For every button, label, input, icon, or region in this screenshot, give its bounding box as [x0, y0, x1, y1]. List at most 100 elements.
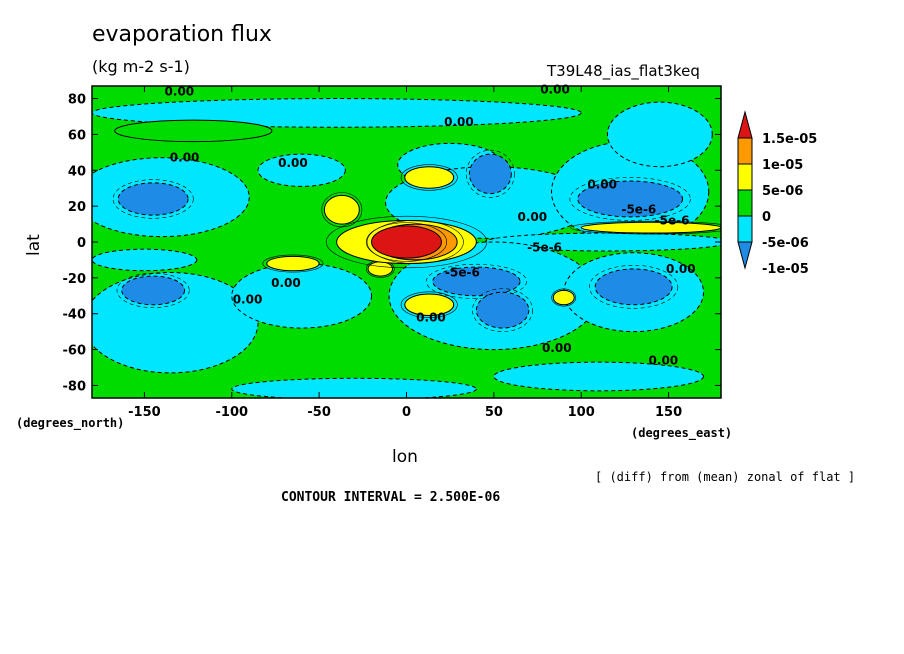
contour-line [117, 182, 189, 216]
contour-line [231, 377, 477, 398]
contour-value-label: 0.00 [416, 310, 446, 324]
contour-line [266, 255, 320, 272]
contour-value-label: 0.00 [170, 151, 200, 165]
y-tick-label: 0 [77, 236, 86, 251]
y-tick-label: -40 [63, 308, 87, 323]
colorbar-label: -5e-06 [762, 236, 809, 251]
contour-line [325, 215, 488, 269]
contour-region [404, 166, 454, 189]
contour-region [114, 120, 272, 142]
x-axis-unit-label: (degrees_east) [631, 426, 733, 440]
contour-region [121, 276, 185, 305]
contour-line [594, 268, 673, 306]
contour-value-label: 0.00 [271, 276, 301, 290]
contour-line [551, 288, 577, 307]
plot-area [92, 86, 721, 398]
contour-value-label: -5e-6 [655, 213, 690, 227]
contour-value-label: 0.00 [540, 83, 570, 97]
contour-line [425, 263, 527, 299]
contour-region [485, 233, 721, 251]
difference-note: [ (diff) from (mean) zonal of flat ] [595, 470, 856, 484]
contour-line [569, 177, 691, 221]
contour-region [469, 154, 512, 194]
contour-line [114, 119, 273, 143]
x-tick-label: 0 [402, 405, 411, 420]
y-tick-label: 60 [68, 128, 86, 143]
colorbar-label: 5e-06 [762, 184, 803, 199]
contour-region [493, 362, 704, 391]
contour-value-label: 0.00 [444, 115, 474, 129]
contour-line [400, 164, 458, 191]
y-axis-unit-label: (degrees_north) [16, 416, 125, 430]
contour-line [606, 101, 713, 168]
y-tick-label: 40 [68, 164, 86, 179]
x-tick-label: -50 [307, 405, 331, 420]
colorbar-segment [737, 110, 753, 139]
colorbar-segment [737, 215, 753, 243]
chart-units: (kg m-2 s-1) [92, 57, 190, 76]
colorbar-segment [737, 241, 753, 270]
contour-line [432, 266, 521, 297]
y-tick-label: -80 [63, 379, 87, 394]
contour-region [266, 256, 320, 271]
contour-line [116, 272, 190, 308]
contour-region [404, 294, 454, 316]
contour-line [336, 219, 477, 265]
contour-line [112, 179, 194, 219]
contour-value-label: 0.00 [517, 210, 547, 224]
contour-region [231, 378, 477, 398]
contour-labels: 0.00 0.000.000.00 0.000.00-5e-6-5e-60.00-5… [165, 83, 696, 368]
y-tick-label: -60 [63, 344, 87, 359]
contour-region [553, 290, 575, 305]
run-name: T39L48_ias_flat3keq [547, 62, 700, 80]
colorbar-label: 1e-05 [762, 158, 803, 173]
contour-line [92, 271, 259, 374]
contour-value-label: 0.00 [587, 178, 617, 192]
contour-line [551, 141, 710, 243]
contour-line [404, 166, 455, 189]
colorbar-label: 1.5e-05 [762, 132, 817, 147]
x-axis-label: lon [392, 447, 418, 467]
contour-region [581, 222, 721, 234]
x-tick-label: 100 [568, 405, 595, 420]
contour-line [323, 194, 360, 225]
contour-region [368, 261, 393, 277]
contour-line [400, 291, 458, 318]
contour-line [472, 288, 534, 332]
contour-line [563, 252, 705, 333]
contour-value-label: -5e-6 [621, 203, 656, 217]
contour-line [262, 254, 324, 273]
contour-line [465, 149, 515, 198]
contour-value-label: 0.00 [233, 292, 263, 306]
y-tick-label: 20 [68, 200, 86, 215]
contour-value-label: 0.00 [542, 341, 572, 355]
x-tick-label: 150 [655, 405, 682, 420]
contour-line [493, 361, 705, 392]
contour-line [121, 275, 186, 306]
x-tick-label: -150 [128, 405, 161, 420]
contour-line [589, 265, 679, 309]
contour-line [366, 222, 447, 262]
contour-region [371, 225, 442, 259]
contour-region [118, 182, 189, 216]
contour-region [231, 263, 372, 329]
axis-ticks: -150 -100 -50 0 50 100 150 -80 -60 -40 -20 0 20 40 60 8… [63, 86, 721, 420]
contour-line [404, 293, 455, 317]
contour-region [257, 154, 346, 187]
contour-line [570, 220, 721, 235]
contour-line [475, 291, 530, 329]
contour-line [371, 225, 442, 259]
contour-region [432, 267, 521, 296]
contour-region [92, 249, 197, 271]
contour-value-label: 0.00 [666, 262, 696, 276]
contour-region [607, 102, 713, 167]
colorbar-segment [737, 189, 753, 217]
contour-line [552, 289, 575, 306]
x-tick-label: -100 [216, 405, 249, 420]
contour-line [321, 192, 363, 228]
contour-line [92, 248, 198, 272]
contour-value-label: 0.00 [649, 353, 679, 367]
contour-line [257, 153, 346, 187]
contour-line [577, 180, 684, 218]
